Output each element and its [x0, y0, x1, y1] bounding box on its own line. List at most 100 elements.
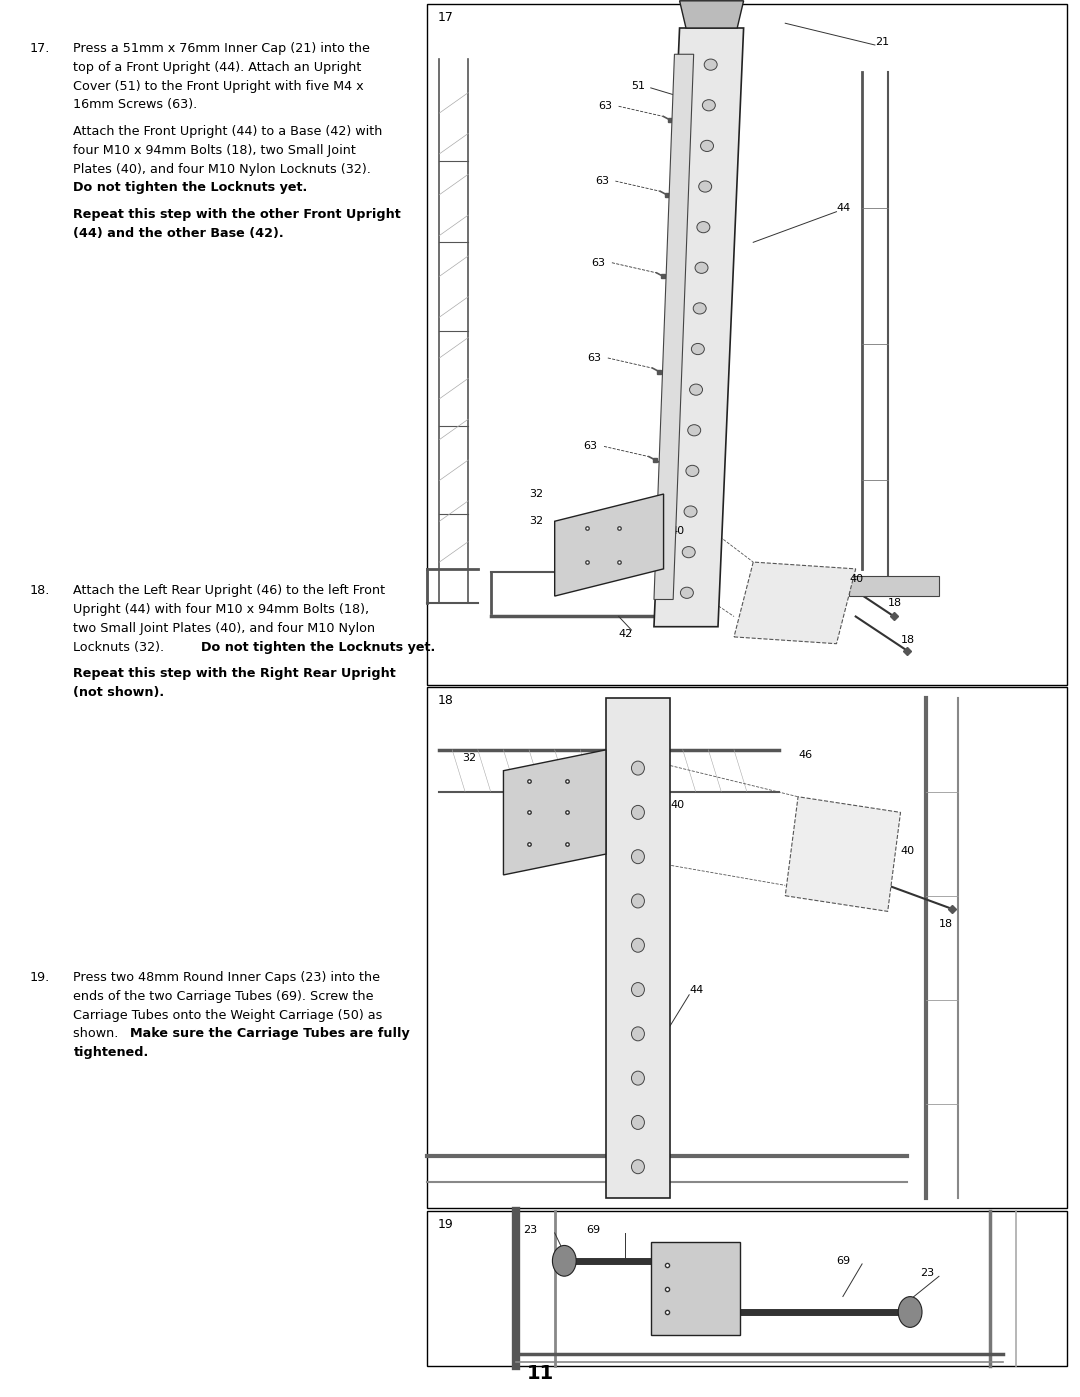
Ellipse shape [632, 849, 645, 863]
Text: 42: 42 [619, 629, 633, 638]
Ellipse shape [691, 344, 704, 355]
Ellipse shape [673, 222, 684, 232]
Text: Press a 51mm x 76mm Inner Cap (21) into the: Press a 51mm x 76mm Inner Cap (21) into … [73, 42, 370, 54]
Text: 63: 63 [588, 353, 602, 363]
Text: Attach the Left Rear Upright (46) to the left Front: Attach the Left Rear Upright (46) to the… [73, 584, 386, 597]
Text: 63: 63 [595, 176, 609, 186]
Text: Carriage Tubes onto the Weight Carriage (50) as: Carriage Tubes onto the Weight Carriage … [73, 1009, 382, 1021]
Ellipse shape [632, 939, 645, 953]
Ellipse shape [632, 982, 645, 996]
Text: 63: 63 [580, 517, 594, 527]
Text: Locknuts (32).: Locknuts (32). [73, 640, 168, 654]
Polygon shape [734, 562, 855, 644]
Ellipse shape [663, 426, 674, 436]
Bar [427, 4, 1067, 685]
Ellipse shape [689, 384, 702, 395]
Text: (44) and the other Base (42).: (44) and the other Base (42). [73, 226, 284, 240]
Polygon shape [849, 576, 939, 597]
Ellipse shape [669, 303, 679, 313]
Ellipse shape [671, 263, 681, 272]
Ellipse shape [678, 101, 689, 110]
Ellipse shape [656, 588, 666, 598]
Ellipse shape [680, 587, 693, 598]
Text: 63: 63 [583, 441, 597, 451]
Text: Plates (40), and four M10 Nylon Locknuts (32).: Plates (40), and four M10 Nylon Locknuts… [73, 162, 372, 176]
Ellipse shape [699, 182, 712, 193]
Text: Make sure the Carriage Tubes are fully: Make sure the Carriage Tubes are fully [130, 1028, 409, 1041]
Text: 46: 46 [798, 750, 812, 760]
Text: tightened.: tightened. [73, 1046, 149, 1059]
Ellipse shape [661, 467, 672, 476]
Text: 18: 18 [901, 636, 915, 645]
Text: Do not tighten the Locknuts yet.: Do not tighten the Locknuts yet. [73, 182, 308, 194]
Polygon shape [606, 697, 670, 1199]
Text: ends of the two Carriage Tubes (69). Screw the: ends of the two Carriage Tubes (69). Scr… [73, 989, 374, 1003]
Bar [427, 1211, 1067, 1366]
Ellipse shape [696, 263, 708, 274]
Text: 23: 23 [920, 1268, 934, 1278]
Text: 40: 40 [849, 574, 863, 584]
Text: 18: 18 [888, 598, 902, 608]
Ellipse shape [684, 506, 697, 517]
Ellipse shape [704, 59, 717, 70]
Text: Upright (44) with four M10 x 94mm Bolts (18),: Upright (44) with four M10 x 94mm Bolts … [73, 604, 369, 616]
Ellipse shape [666, 344, 677, 353]
Text: 40: 40 [670, 799, 684, 810]
Text: 32: 32 [462, 753, 476, 763]
Polygon shape [503, 750, 606, 875]
Text: 18: 18 [437, 694, 454, 707]
Text: 16mm Screws (63).: 16mm Screws (63). [73, 98, 198, 112]
Text: shown.: shown. [73, 1028, 123, 1041]
Text: top of a Front Upright (44). Attach an Upright: top of a Front Upright (44). Attach an U… [73, 60, 362, 74]
Ellipse shape [632, 1071, 645, 1085]
Ellipse shape [658, 548, 669, 557]
Text: Press two 48mm Round Inner Caps (23) into the: Press two 48mm Round Inner Caps (23) int… [73, 971, 380, 983]
Text: Repeat this step with the Right Rear Upright: Repeat this step with the Right Rear Upr… [73, 666, 396, 680]
Text: 40: 40 [670, 527, 684, 536]
Text: 44: 44 [837, 204, 851, 214]
Text: 63: 63 [592, 257, 606, 268]
Ellipse shape [665, 384, 676, 394]
Ellipse shape [632, 806, 645, 820]
Ellipse shape [679, 60, 690, 70]
Ellipse shape [632, 1160, 645, 1173]
Text: 50: 50 [686, 1284, 700, 1294]
Text: 18.: 18. [29, 584, 50, 597]
Text: (not shown).: (not shown). [73, 686, 164, 698]
Text: Do not tighten the Locknuts yet.: Do not tighten the Locknuts yet. [201, 640, 435, 654]
Polygon shape [651, 1242, 741, 1336]
Ellipse shape [632, 894, 645, 908]
Polygon shape [654, 28, 744, 627]
Text: 32: 32 [529, 517, 543, 527]
Text: 17: 17 [437, 11, 454, 24]
Ellipse shape [632, 1115, 645, 1129]
Ellipse shape [683, 546, 696, 557]
Text: 44: 44 [689, 985, 703, 995]
Polygon shape [785, 796, 901, 911]
Text: 69: 69 [837, 1256, 851, 1266]
Text: 18: 18 [939, 919, 953, 929]
Text: Cover (51) to the Front Upright with five M4 x: Cover (51) to the Front Upright with fiv… [73, 80, 364, 92]
Polygon shape [555, 495, 663, 597]
Text: Attach the Front Upright (44) to a Base (42) with: Attach the Front Upright (44) to a Base … [73, 124, 382, 138]
Text: 63: 63 [598, 101, 612, 112]
Text: 69: 69 [586, 1225, 600, 1235]
Text: 19.: 19. [29, 971, 50, 983]
Polygon shape [679, 1, 744, 28]
Polygon shape [654, 54, 693, 599]
Ellipse shape [674, 182, 685, 191]
Ellipse shape [702, 99, 715, 110]
Text: four M10 x 94mm Bolts (18), two Small Joint: four M10 x 94mm Bolts (18), two Small Jo… [73, 144, 356, 156]
Text: 21: 21 [875, 36, 889, 46]
Text: 19: 19 [437, 1218, 454, 1231]
Ellipse shape [686, 465, 699, 476]
Text: 40: 40 [901, 847, 915, 856]
Text: 51: 51 [632, 81, 646, 91]
Ellipse shape [660, 507, 671, 517]
Text: 11: 11 [526, 1363, 554, 1383]
Text: 23: 23 [523, 1225, 537, 1235]
Ellipse shape [632, 761, 645, 775]
Ellipse shape [701, 140, 714, 151]
Circle shape [899, 1296, 922, 1327]
Text: two Small Joint Plates (40), and four M10 Nylon: two Small Joint Plates (40), and four M1… [73, 622, 376, 634]
